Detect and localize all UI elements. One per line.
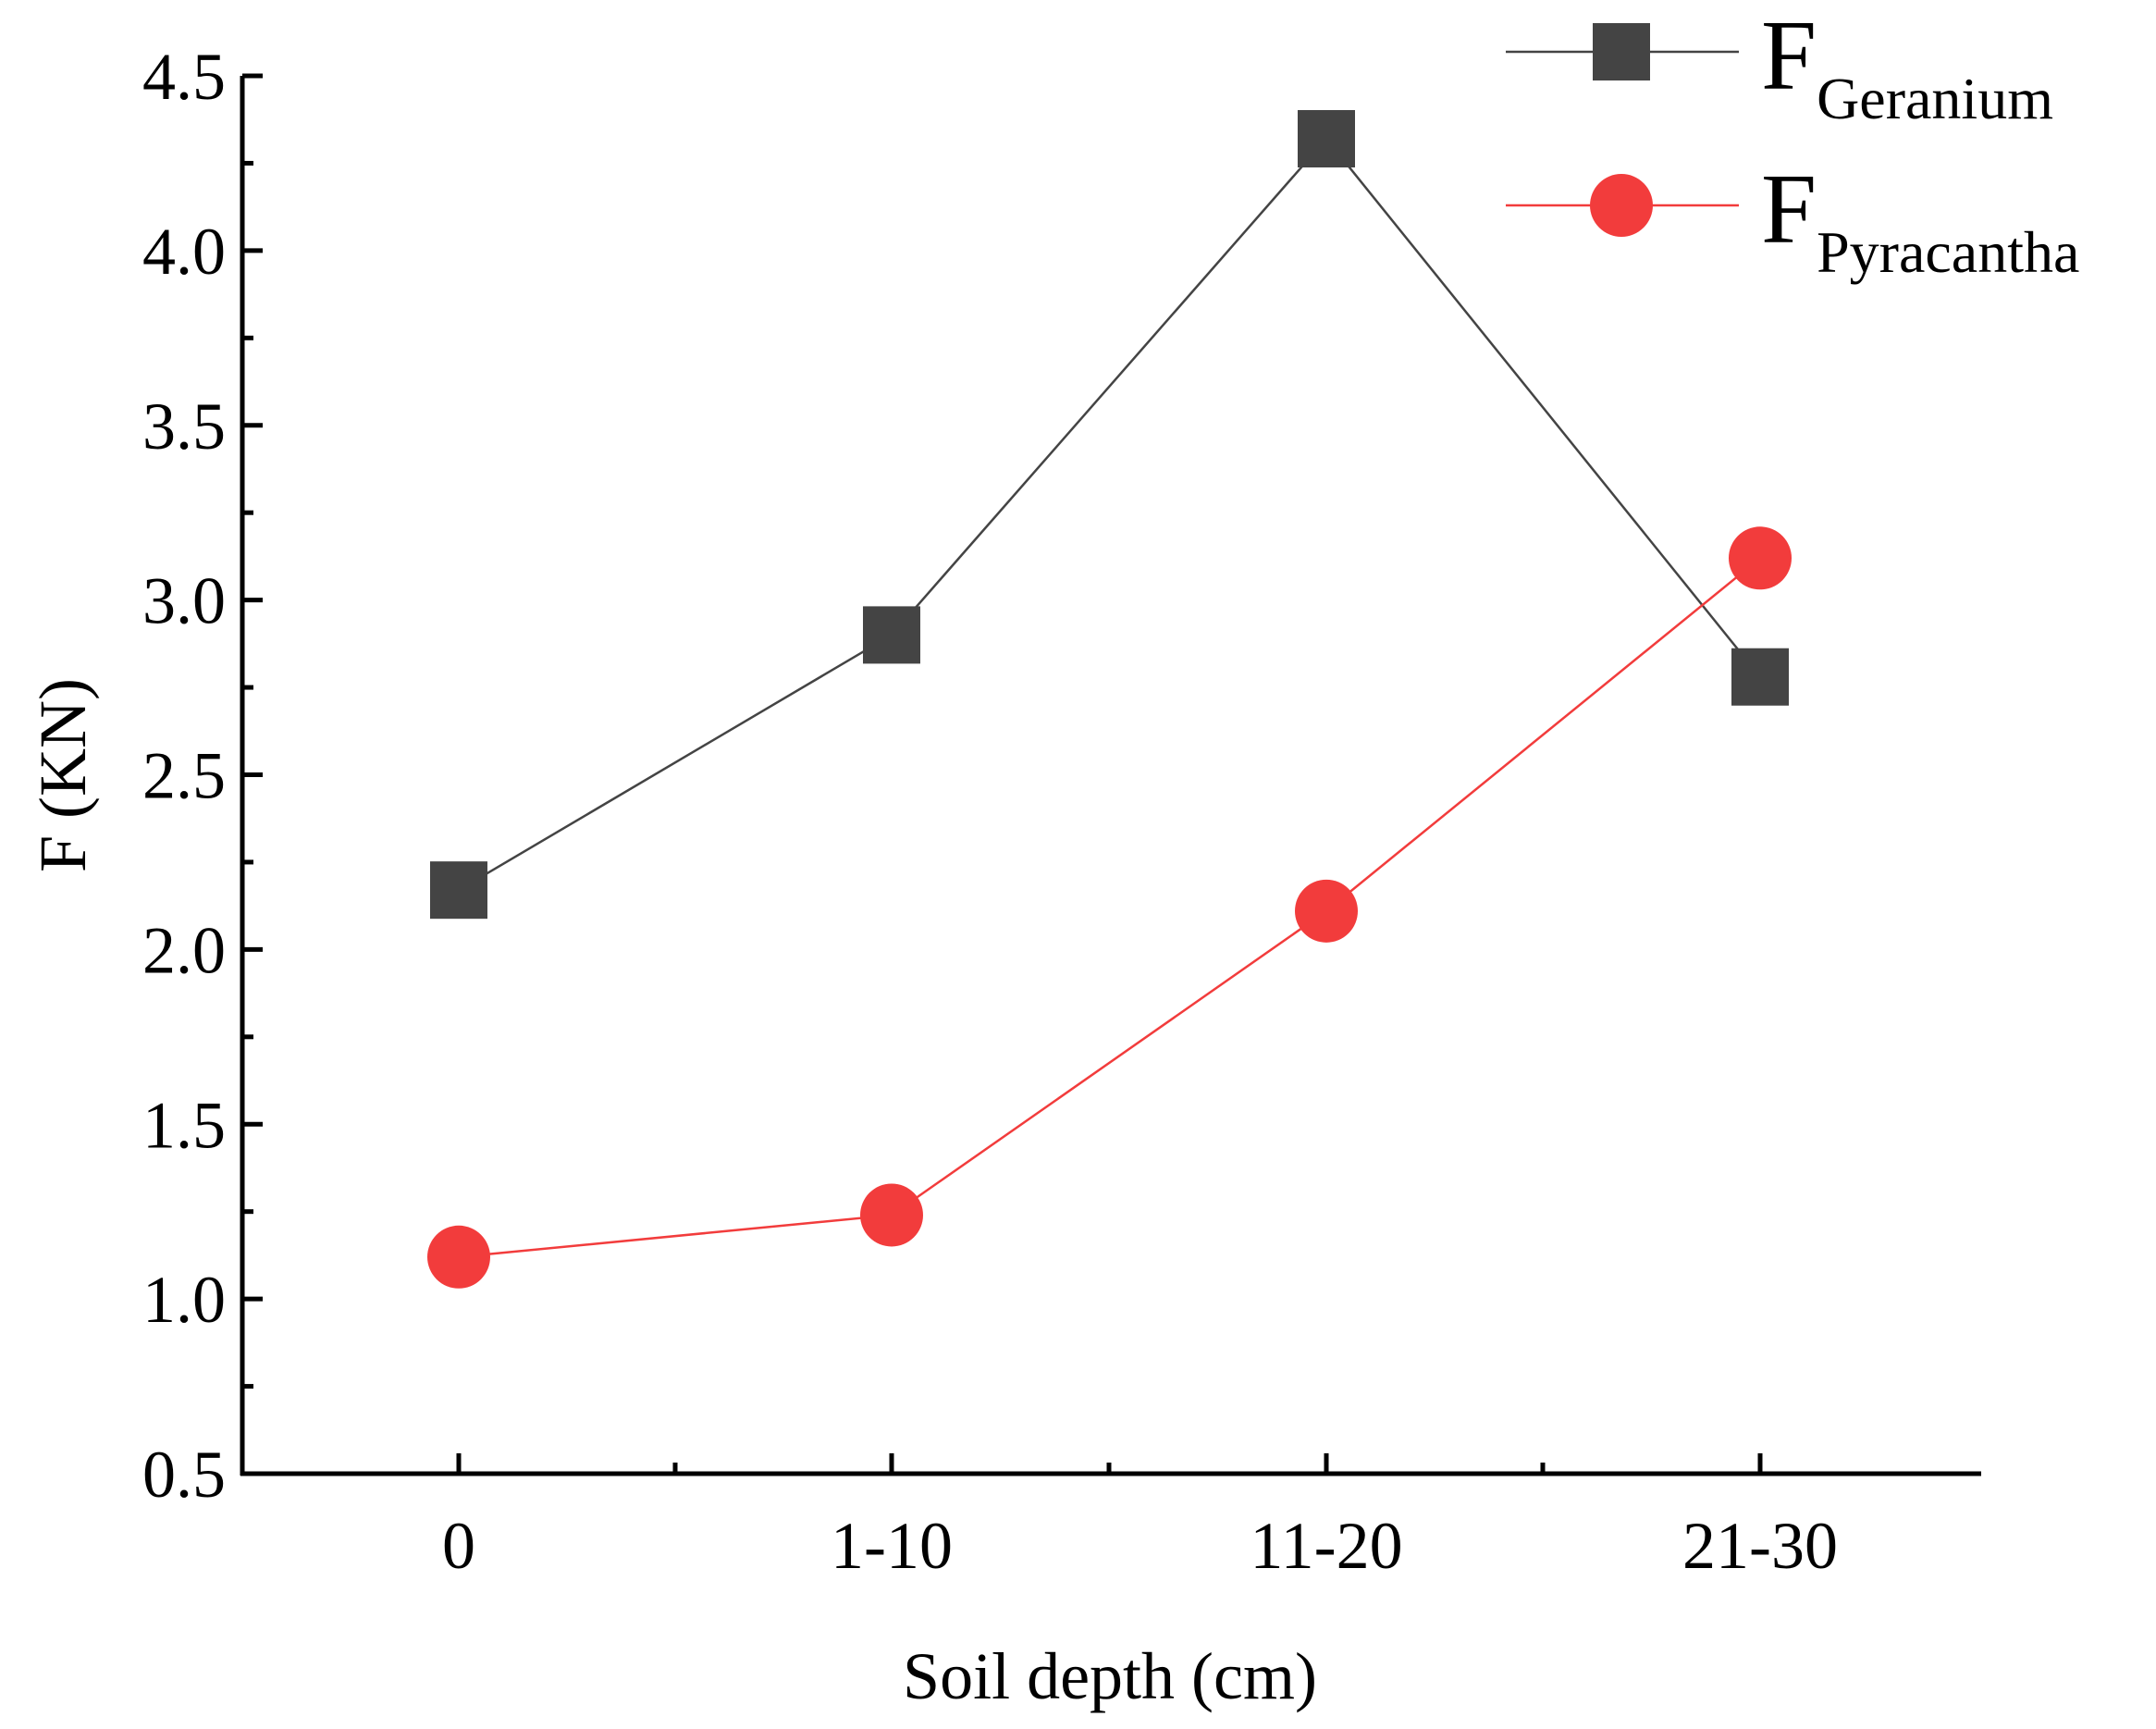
x-tick-label: 0: [442, 1509, 475, 1583]
data-point-square: [1731, 648, 1789, 706]
y-tick-label: 1.0: [142, 1263, 226, 1337]
legend-label-main: F: [1761, 1, 1817, 111]
series-line: [458, 137, 1761, 892]
y-axis-title: F (KN): [26, 678, 100, 872]
y-tick-label: 2.0: [142, 913, 226, 987]
y-tick-label: 2.5: [142, 739, 226, 813]
legend-marker-square: [1593, 23, 1650, 80]
data-point-circle: [1729, 526, 1792, 590]
data-point-square: [1298, 109, 1355, 167]
x-tick-label: 1-10: [831, 1509, 953, 1583]
y-tick-label: 3.5: [142, 389, 226, 463]
x-ticks: 0 1-10 11-20 21-30: [442, 1453, 1838, 1583]
y-tick-label: 4.0: [142, 215, 226, 289]
y-tick-label: 0.5: [142, 1438, 226, 1512]
series-layer: [427, 109, 1792, 1289]
legend-marker-circle: [1590, 174, 1653, 237]
axes: [240, 76, 1981, 1476]
legend-label: FGeranium: [1761, 1, 2053, 131]
series-line: [458, 557, 1761, 1259]
data-point-circle: [860, 1183, 923, 1247]
x-tick-label: 11-20: [1250, 1509, 1402, 1583]
data-point-circle: [1295, 879, 1358, 943]
legend-item: FPyracantha: [1506, 154, 2079, 285]
y-ticks: 0.5 1.0 1.5 2.0 2.5 3.0 3.5 4.0 4.5: [142, 40, 263, 1512]
legend-item: FGeranium: [1506, 1, 2053, 131]
data-point-square: [430, 861, 487, 920]
series-F_Geranium: [430, 109, 1789, 920]
x-axis-title: Soil depth (cm): [903, 1639, 1317, 1713]
series-F_Pyracantha: [427, 526, 1792, 1289]
y-tick-label: 3.0: [142, 564, 226, 638]
y-tick-label: 1.5: [142, 1088, 226, 1162]
data-point-circle: [427, 1225, 490, 1289]
legend-label-subscript: Geranium: [1817, 66, 2053, 131]
legend-label-subscript: Pyracantha: [1817, 219, 2079, 285]
y-tick-label: 4.5: [142, 40, 226, 114]
legend-label: FPyracantha: [1761, 154, 2079, 285]
data-point-square: [863, 606, 920, 664]
x-tick-label: 21-30: [1682, 1509, 1838, 1583]
legend-label-main: F: [1761, 154, 1817, 265]
